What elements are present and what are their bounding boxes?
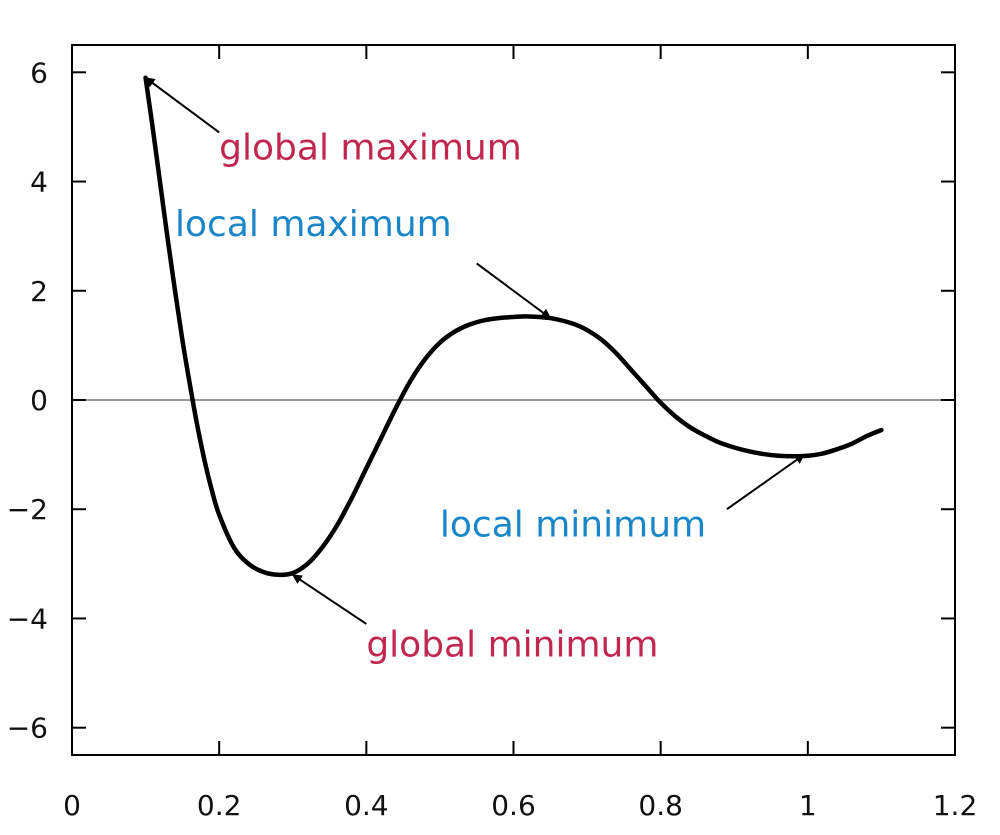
x-tick-label-5: 1	[799, 789, 817, 822]
x-tick-label-4: 0.8	[638, 789, 683, 822]
local-maximum-label: local maximum	[175, 204, 452, 245]
global-minimum-label: global minimum	[366, 625, 658, 666]
y-tick-label-1: 4	[30, 166, 48, 199]
local-minimum-label: local minimum	[440, 505, 706, 546]
y-tick-label-0: 6	[30, 56, 48, 89]
x-tick-label-1: 0.2	[197, 789, 242, 822]
series-line-0	[143, 75, 884, 578]
global-maximum-arrow	[144, 76, 220, 134]
y-tick-label-2: 2	[30, 275, 48, 308]
y-tick-label-6: −6	[7, 712, 48, 745]
local-maximum-arrow	[476, 262, 552, 319]
global-maximum-label: global maximum	[219, 128, 522, 169]
global-minimum-arrow	[291, 573, 367, 625]
annotation-group: global maximum local maximum local minimum…	[144, 76, 805, 666]
x-tick-label-3: 0.6	[491, 789, 536, 822]
x-tick-label-2: 0.4	[344, 789, 389, 822]
local-minimum-arrow	[726, 453, 805, 511]
y-tick-label-4: −2	[7, 493, 48, 526]
tick-group: 0 0.2 0.4 0.6 0.8 1 1.2 6 4 2 0 −2 −4 −6	[7, 45, 978, 822]
series-group	[143, 75, 884, 578]
x-tick-label-6: 1.2	[933, 789, 978, 822]
y-tick-label-3: 0	[30, 384, 48, 417]
x-tick-label-0: 0	[63, 789, 81, 822]
y-tick-label-5: −4	[7, 602, 48, 635]
